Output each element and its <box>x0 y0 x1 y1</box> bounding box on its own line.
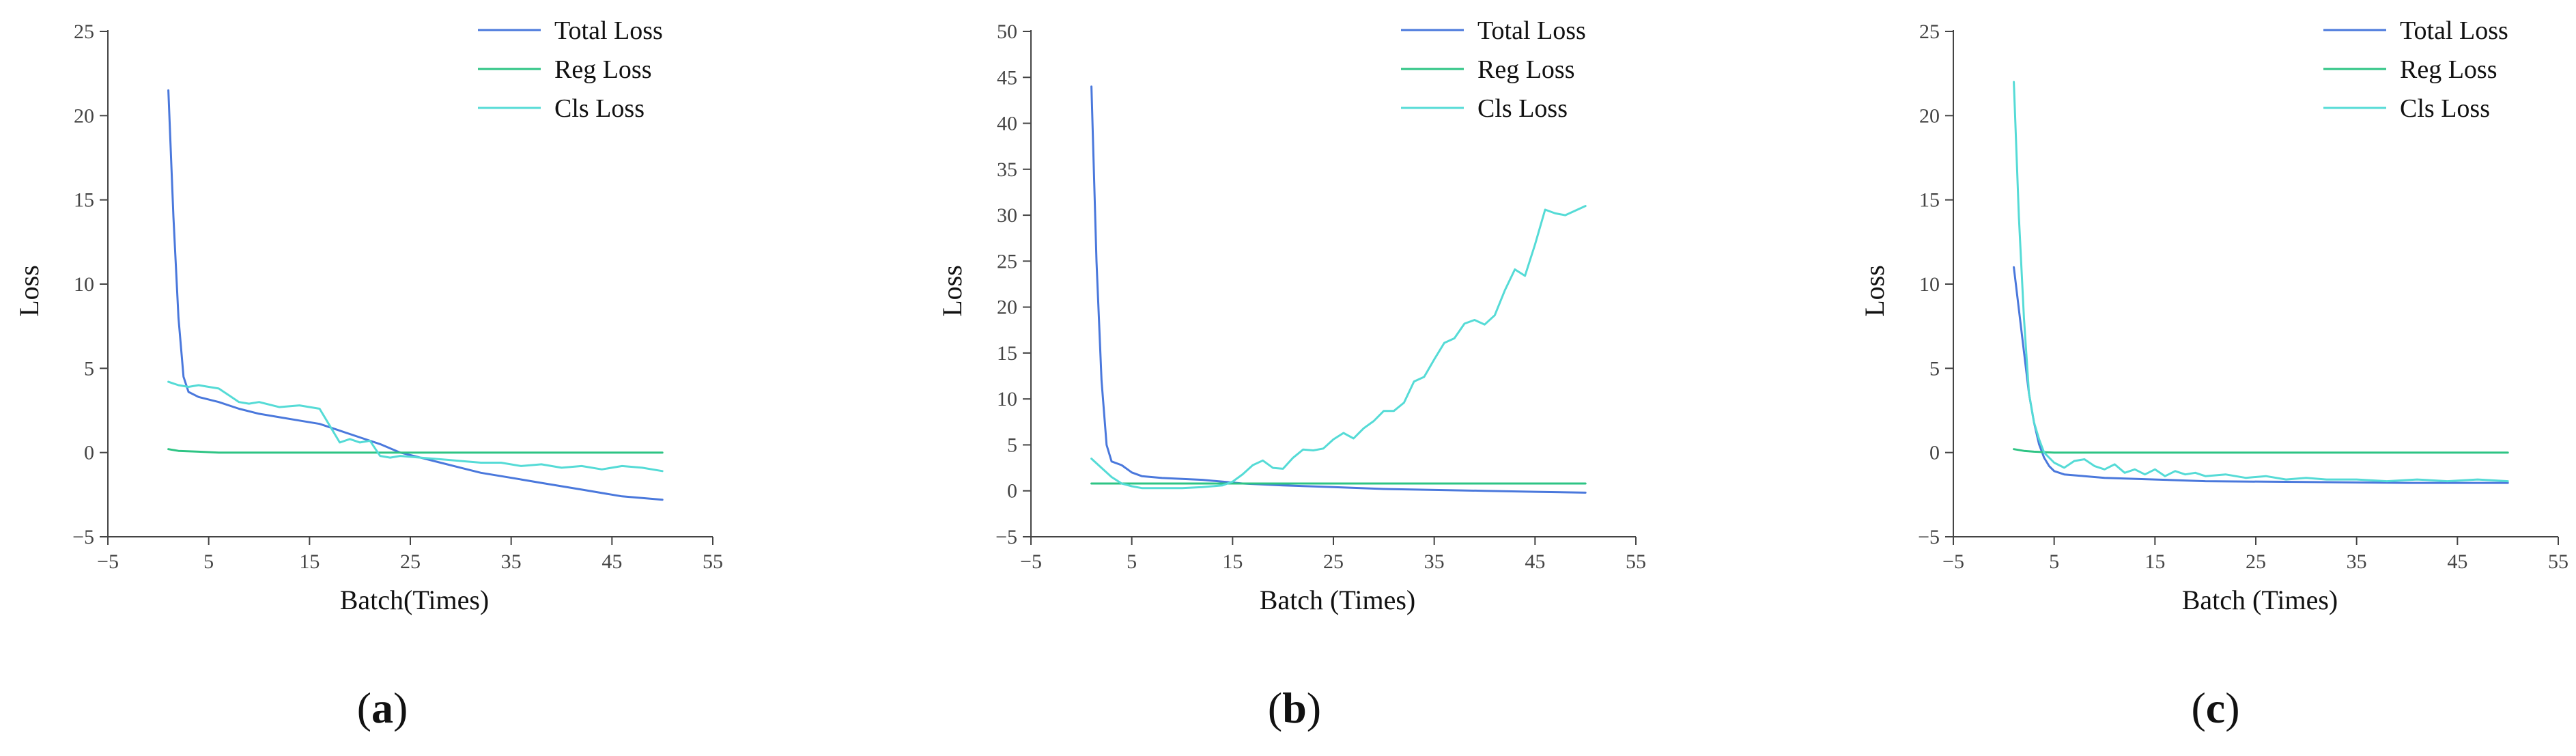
y-axis-title: Loss <box>14 265 44 317</box>
legend-label-reg-loss: Reg Loss <box>1477 55 1575 84</box>
legend-label-reg-loss: Reg Loss <box>554 55 652 84</box>
panel-b: −5 0 5 10 15 20 25 30 35 40 45 50 −5 5 15 25 35 45 55 Batch… <box>923 0 1781 756</box>
y-tick-label: −5 <box>995 526 1017 548</box>
legend-label-reg-loss: Reg Loss <box>2400 55 2497 84</box>
x-tick-label: 5 <box>1127 550 1137 573</box>
panel-a: −5 0 5 10 15 20 25 −5 5 15 25 35 45 55 Batch(Times) Los… <box>0 0 858 756</box>
x-tick-label: 25 <box>2246 550 2266 573</box>
x-tick-label: 15 <box>2145 550 2165 573</box>
y-tick-label: 0 <box>1007 480 1017 503</box>
x-tick-label: 55 <box>2548 550 2568 573</box>
y-tick-label: 10 <box>997 388 1017 410</box>
panel-c: −5 0 5 10 15 20 25 −5 5 15 25 35 45 55 Batch (Times) Lo… <box>1845 0 2576 756</box>
y-tick-label: 10 <box>74 273 94 296</box>
x-tick-label: 15 <box>1222 550 1243 573</box>
x-tick-label: 35 <box>1424 550 1445 573</box>
subfigure-label-a: (a) <box>356 684 408 732</box>
x-tick-label: 15 <box>299 550 320 573</box>
y-tick-label: 25 <box>997 250 1017 272</box>
y-tick-label: 30 <box>997 204 1017 227</box>
y-tick-label: 5 <box>1007 434 1017 456</box>
x-tick-label: 5 <box>203 550 214 573</box>
y-tick-label: 50 <box>997 20 1017 43</box>
chart-b: −5 0 5 10 15 20 25 30 35 40 45 50 −5 5 15 25 35 45 55 Batch… <box>937 16 1646 615</box>
y-tick-label: 20 <box>1919 104 1940 127</box>
x-tick-label: −5 <box>1942 550 1964 573</box>
y-tick-label: 10 <box>1919 273 1940 296</box>
y-tick-label: 20 <box>997 296 1017 319</box>
legend-label-cls-loss: Cls Loss <box>1477 94 1568 123</box>
chart-a: −5 0 5 10 15 20 25 −5 5 15 25 35 45 55 Batch(Times) Los… <box>14 16 723 615</box>
x-tick-label: −5 <box>1020 550 1042 573</box>
y-tick-label: 5 <box>84 357 94 380</box>
y-tick-label: 40 <box>997 113 1017 135</box>
y-tick-label: 15 <box>1919 189 1940 212</box>
series-line-cls-loss <box>2013 81 2509 483</box>
x-tick-label: 45 <box>601 550 622 573</box>
series-line-total-loss <box>167 89 664 501</box>
y-tick-label: 20 <box>74 104 94 127</box>
y-tick-label: −5 <box>1918 526 1940 548</box>
x-tick-label: 55 <box>703 550 723 573</box>
series-line-cls-loss <box>1090 205 1587 490</box>
x-tick-label: 35 <box>2347 550 2367 573</box>
x-axis-title: Batch (Times) <box>1260 585 1416 615</box>
x-tick-label: 45 <box>1525 550 1545 573</box>
x-tick-label: −5 <box>97 550 119 573</box>
x-tick-label: 25 <box>400 550 421 573</box>
x-axis-title: Batch (Times) <box>2182 585 2338 615</box>
legend-label-total-loss: Total Loss <box>554 16 663 45</box>
y-tick-label: −5 <box>72 526 94 548</box>
legend-label-cls-loss: Cls Loss <box>554 94 645 123</box>
series-line-reg-loss <box>167 448 664 454</box>
x-tick-label: 45 <box>2447 550 2467 573</box>
x-tick-label: 35 <box>501 550 522 573</box>
y-tick-label: 15 <box>997 342 1017 365</box>
y-tick-label: 0 <box>84 442 94 464</box>
x-tick-label: 25 <box>1323 550 1344 573</box>
series-line-total-loss <box>1090 85 1587 494</box>
legend-label-total-loss: Total Loss <box>2400 16 2508 45</box>
y-tick-label: 0 <box>1929 442 1940 464</box>
x-tick-label: 55 <box>1626 550 1646 573</box>
series-line-cls-loss <box>167 380 664 473</box>
chart-c: −5 0 5 10 15 20 25 −5 5 15 25 35 45 55 Batch (Times) Lo… <box>1859 16 2568 615</box>
series-line-reg-loss <box>2013 448 2509 454</box>
series-line-total-loss <box>2013 266 2509 484</box>
legend-label-total-loss: Total Loss <box>1477 16 1586 45</box>
legend-label-cls-loss: Cls Loss <box>2400 94 2490 123</box>
y-axis-title: Loss <box>1859 265 1890 317</box>
y-axis-title: Loss <box>937 265 967 317</box>
y-tick-label: 25 <box>1919 20 1940 43</box>
y-tick-label: 25 <box>74 20 94 43</box>
y-tick-label: 15 <box>74 189 94 212</box>
subfigure-label-b: (b) <box>1267 684 1322 732</box>
x-axis-title: Batch(Times) <box>340 585 490 615</box>
y-tick-label: 35 <box>997 158 1017 181</box>
subfigure-label-c: (c) <box>2191 684 2240 732</box>
y-tick-label: 45 <box>997 66 1017 89</box>
y-tick-label: 5 <box>1929 357 1940 380</box>
x-tick-label: 5 <box>2049 550 2059 573</box>
